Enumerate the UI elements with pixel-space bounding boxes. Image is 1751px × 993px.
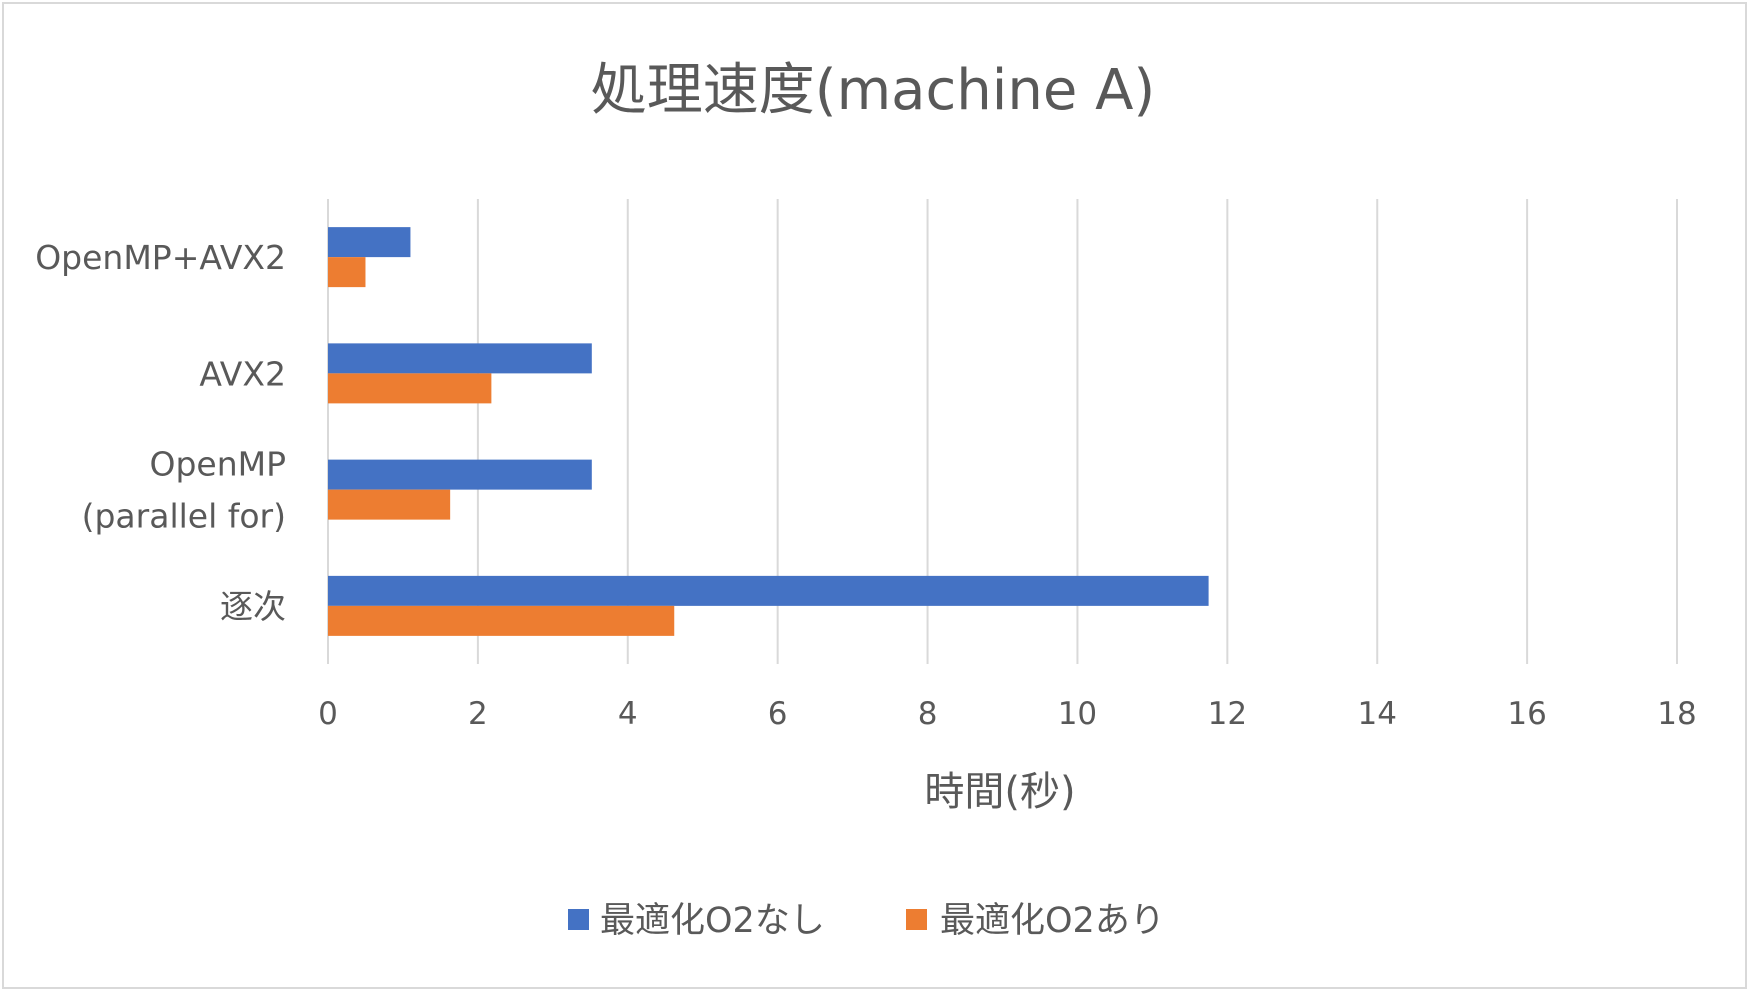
legend-label: 最適化O2あり: [940, 901, 1165, 941]
bar-o2-on: [328, 489, 451, 520]
x-tick-label: 18: [1657, 696, 1696, 732]
x-tick-label: 2: [468, 696, 488, 732]
category-label: AVX2: [199, 354, 286, 393]
x-tick-label: 6: [768, 696, 788, 732]
bar-o2-on: [328, 257, 366, 288]
x-tick-label: 8: [918, 696, 938, 732]
x-axis-ticks: 0 2 4 6 8 10 12 14 16 18: [318, 696, 1697, 732]
x-tick-label: 0: [318, 696, 338, 732]
bar-o2-off: [328, 227, 411, 258]
x-axis-title: 時間(秒): [924, 769, 1075, 815]
bar-o2-on: [328, 605, 675, 636]
category-label: OpenMP (parallel for): [82, 445, 286, 536]
bar-o2-off: [328, 459, 592, 490]
bar-o2-off: [328, 343, 592, 374]
bars: [328, 227, 1209, 636]
category-label: OpenMP+AVX2: [35, 238, 286, 277]
bar-o2-off: [328, 575, 1209, 606]
chart-title: 処理速度(machine A): [591, 58, 1155, 123]
x-tick-label: 10: [1058, 696, 1097, 732]
legend: 最適化O2なし 最適化O2あり: [568, 901, 1165, 941]
category-label: 逐次: [220, 587, 286, 626]
legend-swatch: [568, 909, 589, 930]
x-tick-label: 12: [1208, 696, 1247, 732]
legend-label: 最適化O2なし: [600, 901, 825, 941]
x-tick-label: 4: [618, 696, 638, 732]
legend-swatch: [906, 909, 927, 930]
x-tick-label: 14: [1357, 696, 1396, 732]
x-tick-label: 16: [1507, 696, 1546, 732]
category-labels: 逐次 OpenMP (parallel for) AVX2 OpenMP+AVX2: [35, 238, 286, 626]
bar-o2-on: [328, 373, 492, 404]
